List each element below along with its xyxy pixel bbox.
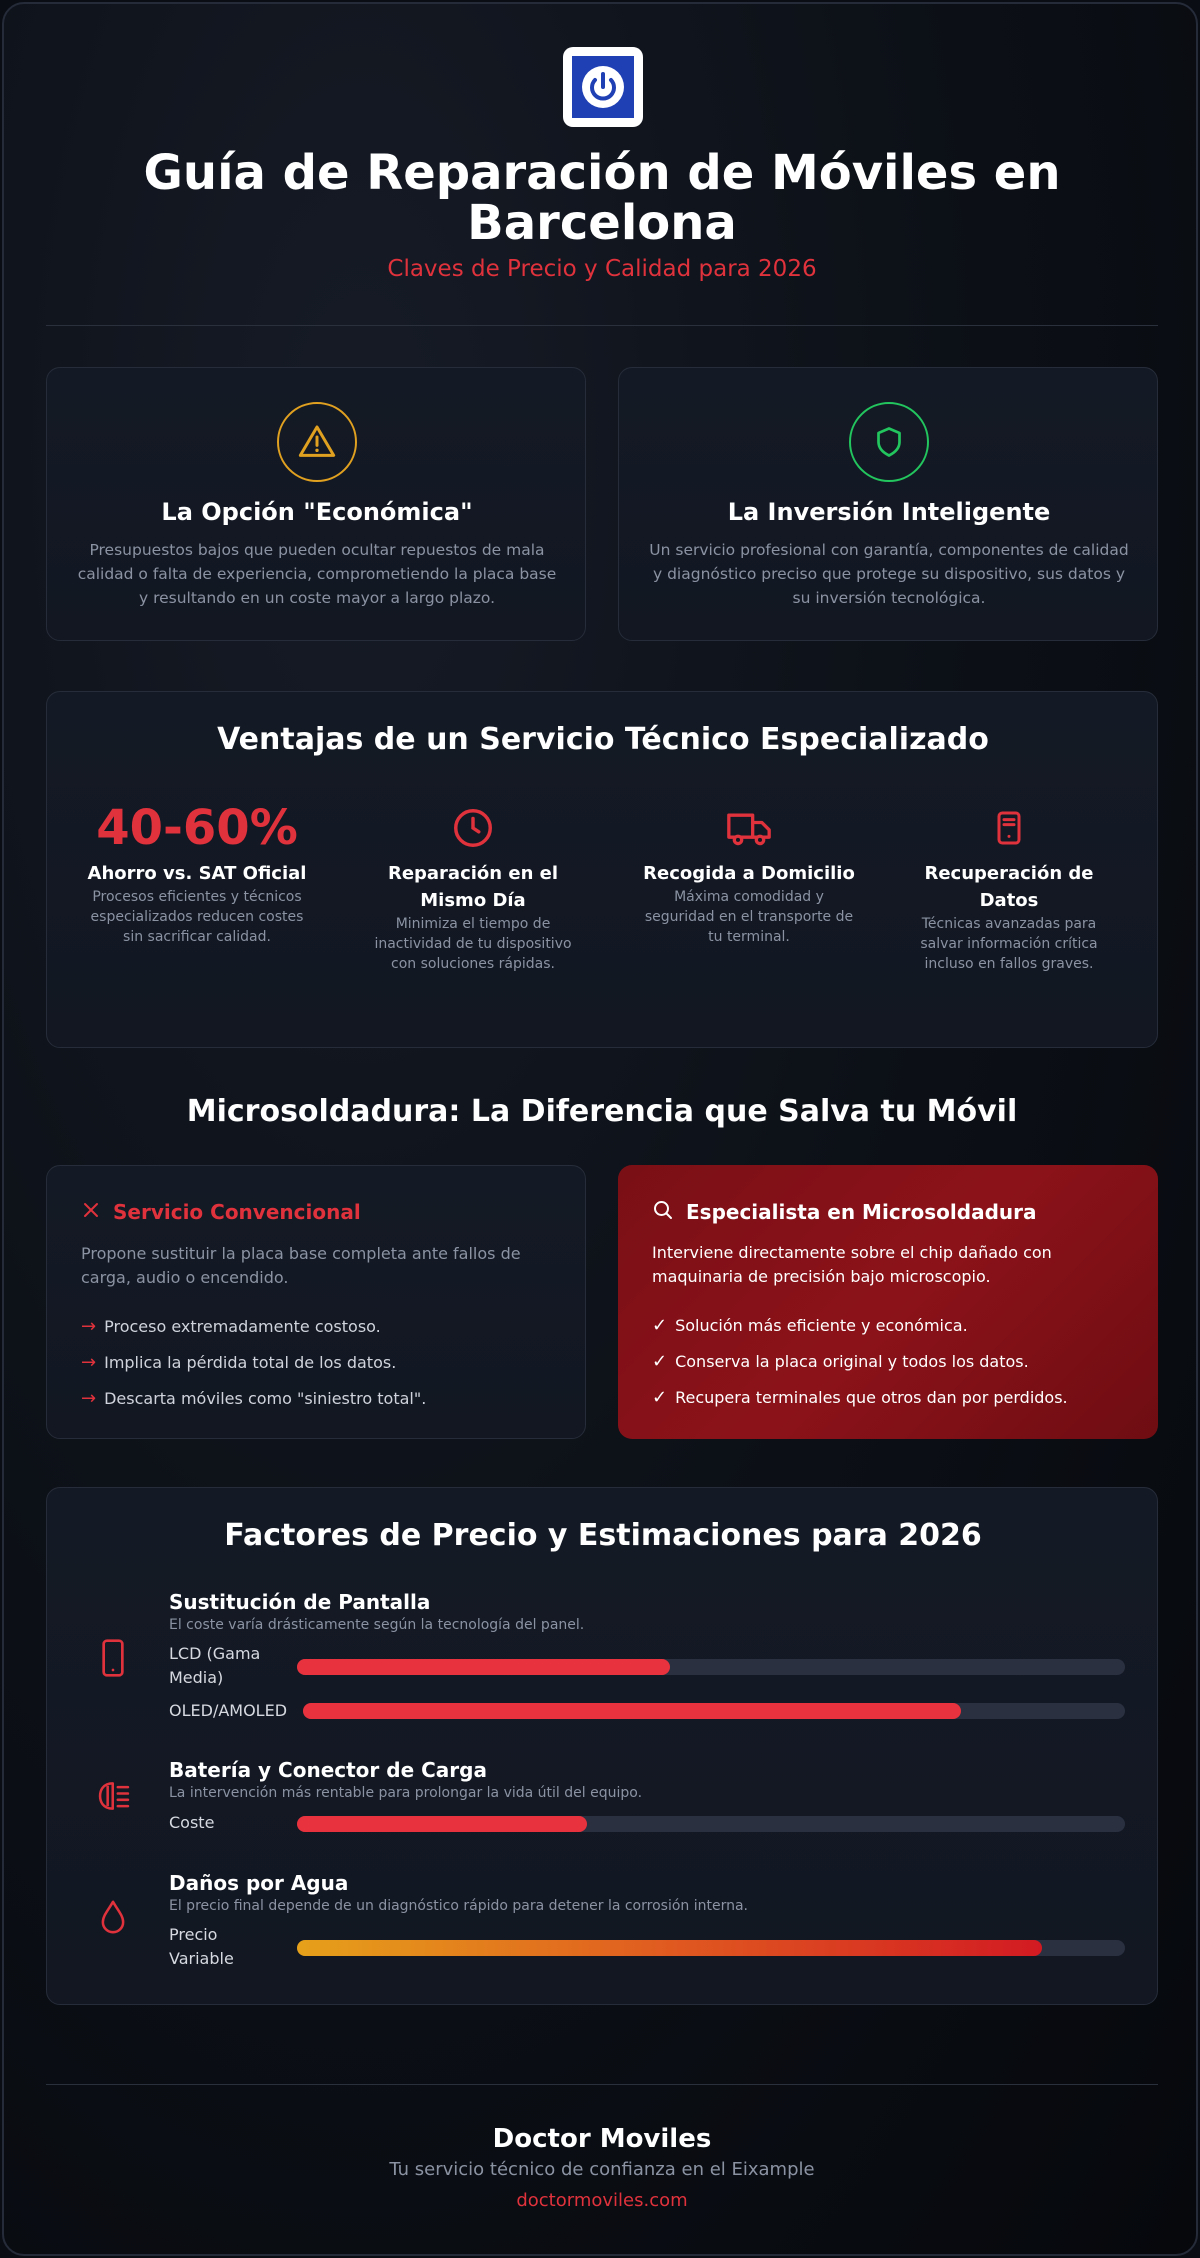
option-card-smart: La Inversión Inteligente Un servicio pro… (618, 367, 1158, 641)
section-title: Microsoldadura: La Diferencia que Salva … (186, 1094, 1018, 1129)
bar-track (297, 1816, 1125, 1832)
bar-fill (297, 1940, 1043, 1956)
arrow-icon: → (81, 1315, 97, 1337)
point-list: ✓ Solución más eficiente y económica. ✓ Co… (652, 1307, 1132, 1415)
card-header: Servicio Convencional (81, 1200, 361, 1224)
bar-track (297, 1659, 1125, 1675)
option-card-economic: La Opción "Económica" Presupuestos bajos… (46, 367, 586, 641)
arrow-icon: → (81, 1351, 97, 1373)
advantages-section: Ventajas de un Servicio Técnico Especial… (46, 691, 1158, 1048)
factor-desc: La intervención más rentable para prolon… (169, 1785, 643, 1801)
section-title: Factores de Precio y Estimaciones para 2… (224, 1518, 982, 1553)
advantage-title: Recuperación de Datos (924, 863, 1094, 911)
option-text: Presupuestos bajos que pueden ocultar re… (77, 541, 557, 607)
check-icon: ✓ (652, 1350, 668, 1372)
bar-fill (297, 1659, 670, 1675)
pricing-section: Factores de Precio y Estimaciones para 2… (46, 1487, 1158, 2005)
footer-subtitle: Tu servicio técnico de confianza en el E… (389, 2159, 815, 2180)
page-title: Guía de Reparación de Móviles en Barcelo… (143, 145, 1061, 251)
footer-title: Doctor Moviles (492, 2124, 712, 2154)
phone-icon (97, 1638, 129, 1682)
advantage-text: Minimiza el tiempo de inactividad de tu … (374, 916, 572, 972)
arrow-icon: → (81, 1387, 97, 1409)
search-icon (652, 1199, 674, 1225)
website-link[interactable]: doctormoviles.com (516, 2190, 688, 2211)
factor-title: Sustitución de Pantalla (169, 1590, 431, 1614)
bar-track (303, 1703, 1125, 1719)
divider (46, 325, 1158, 326)
advantage-title: Ahorro vs. SAT Oficial (87, 863, 307, 884)
card-header: Especialista en Microsoldadura (652, 1199, 1037, 1225)
bar-label: LCD (Gama Media) (169, 1644, 261, 1687)
card-text: Propone sustituir la placa base completa… (81, 1244, 521, 1287)
advantage-title: Reparación en el Mismo Día (387, 863, 559, 911)
list-item: → Descarta móviles como "siniestro total"… (81, 1387, 427, 1409)
factor-desc: El precio final depende de un diagnóstic… (169, 1898, 748, 1914)
bar-track (297, 1940, 1125, 1956)
card-text: Interviene directamente sobre el chip da… (652, 1243, 1052, 1286)
bar-label: Coste (169, 1813, 215, 1832)
x-icon (81, 1200, 101, 1224)
logo (563, 47, 643, 127)
check-icon: ✓ (652, 1314, 668, 1336)
power-icon (572, 56, 634, 118)
factor-title: Batería y Conector de Carga (169, 1758, 487, 1782)
option-text: Un servicio profesional con garantía, co… (649, 541, 1129, 607)
advantage-text: Técnicas avanzadas para salvar informaci… (920, 916, 1098, 972)
savings-value: 40-60% (96, 800, 298, 856)
option-title: La Inversión Inteligente (727, 498, 1051, 526)
list-item: → Proceso extremadamente costoso. (81, 1315, 381, 1337)
option-title: La Opción "Económica" (161, 498, 473, 526)
list-item: → Implica la pérdida total de los datos. (81, 1351, 397, 1373)
specialist-service-card: Especialista en Microsoldadura Intervien… (618, 1165, 1158, 1439)
advantage-text: Máxima comodidad y seguridad en el trans… (644, 889, 854, 945)
list-item: ✓ Recupera terminales que otros dan por p… (652, 1386, 1068, 1408)
advantage-item: 40-60% Ahorro vs. SAT Oficial Procesos e… (87, 802, 307, 947)
card-title: Servicio Convencional (113, 1200, 361, 1224)
page-subtitle: Claves de Precio y Calidad para 2026 (387, 256, 817, 282)
list-item: ✓ Solución más eficiente y económica. (652, 1314, 968, 1336)
bar-fill (297, 1816, 587, 1832)
water-drop-icon (97, 1898, 129, 1940)
check-icon: ✓ (652, 1386, 668, 1408)
headlight-icon (95, 1778, 133, 1818)
section-title: Ventajas de un Servicio Técnico Especial… (217, 722, 989, 757)
advantage-item: Recuperación de Datos Técnicas avanzadas… (899, 802, 1119, 974)
footer-link-wrap: doctormoviles.com (4, 2190, 1196, 2211)
factor-desc: El coste varía drásticamente según la te… (169, 1617, 585, 1633)
divider (46, 2084, 1158, 2085)
device-icon (899, 802, 1119, 854)
bar-fill (303, 1703, 961, 1719)
point-list: → Proceso extremadamente costoso. → Implic… (81, 1308, 561, 1416)
list-item: ✓ Conserva la placa original y todos los … (652, 1350, 1029, 1372)
card-title: Especialista en Microsoldadura (686, 1200, 1037, 1224)
factor-title: Daños por Agua (169, 1871, 349, 1895)
advantage-text: Procesos eficientes y técnicos especiali… (90, 889, 304, 945)
clock-icon (363, 802, 583, 854)
advantage-item: Reparación en el Mismo Día Minimiza el t… (363, 802, 583, 974)
warning-icon (277, 402, 357, 482)
conventional-service-card: Servicio Convencional Propone sustituir … (46, 1165, 586, 1439)
shield-icon (849, 402, 929, 482)
advantage-item: Recogida a Domicilio Máxima comodidad y … (639, 802, 859, 947)
bar-label: OLED/AMOLED (169, 1701, 288, 1720)
bar-label: Precio Variable (169, 1925, 234, 1968)
truck-icon (639, 802, 859, 854)
advantage-title: Recogida a Domicilio (643, 863, 855, 884)
